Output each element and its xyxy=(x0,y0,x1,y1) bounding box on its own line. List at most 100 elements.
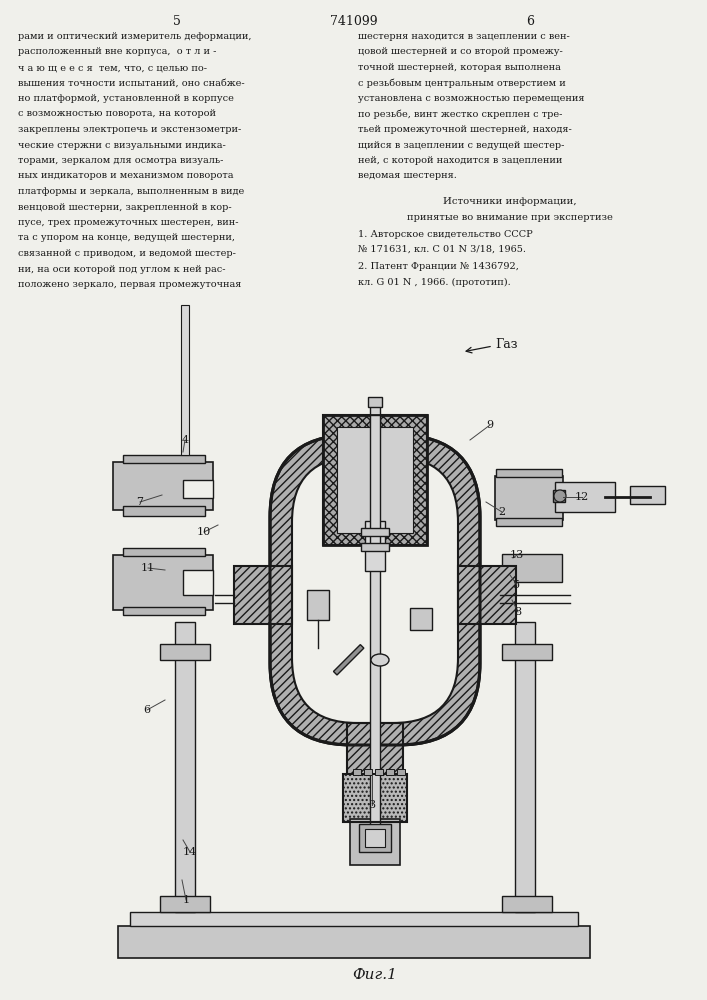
FancyBboxPatch shape xyxy=(292,457,458,723)
Text: ней, с которой находится в зацеплении: ней, с которой находится в зацеплении xyxy=(358,156,562,165)
Text: 11: 11 xyxy=(141,563,155,573)
Text: 13: 13 xyxy=(510,550,524,560)
Text: 8: 8 xyxy=(515,607,522,617)
Bar xyxy=(630,486,665,504)
Text: положено зеркало, первая промежуточная: положено зеркало, первая промежуточная xyxy=(18,280,241,289)
FancyBboxPatch shape xyxy=(270,435,480,745)
Text: закреплены электропечь и экстензометри-: закреплены электропечь и экстензометри- xyxy=(18,125,241,134)
Bar xyxy=(502,896,552,912)
Text: та с упором на конце, ведущей шестерни,: та с упором на конце, ведущей шестерни, xyxy=(18,233,235,242)
Text: 14: 14 xyxy=(183,847,197,857)
Text: ведомая шестерня.: ведомая шестерня. xyxy=(358,172,457,180)
Text: кл. G 01 N , 1966. (прототип).: кл. G 01 N , 1966. (прототип). xyxy=(358,278,510,287)
Text: связанной с приводом, и ведомой шестер-: связанной с приводом, и ведомой шестер- xyxy=(18,249,236,258)
Bar xyxy=(496,518,562,526)
Text: с резьбовым центральным отверстием и: с резьбовым центральным отверстием и xyxy=(358,79,566,88)
Bar xyxy=(123,455,205,463)
Text: пусе, трех промежуточных шестерен, вин-: пусе, трех промежуточных шестерен, вин- xyxy=(18,218,238,227)
Text: тьей промежуточной шестерней, находя-: тьей промежуточной шестерней, находя- xyxy=(358,125,572,134)
Bar xyxy=(397,769,405,775)
Text: 4: 4 xyxy=(182,435,189,445)
Ellipse shape xyxy=(554,490,566,502)
Bar xyxy=(234,566,292,624)
Bar xyxy=(368,397,382,407)
Bar xyxy=(370,405,380,830)
Bar xyxy=(183,570,213,595)
Text: принятые во внимание при экспертизе: принятые во внимание при экспертизе xyxy=(407,213,613,222)
Bar xyxy=(181,305,189,455)
Bar xyxy=(175,622,195,912)
Text: 10: 10 xyxy=(197,527,211,537)
Bar xyxy=(234,566,292,624)
Bar xyxy=(347,723,403,777)
Bar xyxy=(347,723,403,777)
Bar xyxy=(365,829,385,847)
Bar xyxy=(350,819,400,865)
Bar xyxy=(386,769,394,775)
Bar xyxy=(343,774,407,822)
Bar xyxy=(113,555,213,610)
Text: щийся в зацеплении с ведущей шестер-: щийся в зацеплении с ведущей шестер- xyxy=(358,140,564,149)
Bar xyxy=(123,548,205,556)
Text: 1: 1 xyxy=(182,895,189,905)
Text: 5: 5 xyxy=(513,580,520,590)
Bar xyxy=(160,644,210,660)
Bar xyxy=(365,521,385,571)
Text: точной шестерней, которая выполнена: точной шестерней, которая выполнена xyxy=(358,63,561,72)
Bar xyxy=(495,476,563,520)
Text: расположенный вне корпуса,  о т л и -: расположенный вне корпуса, о т л и - xyxy=(18,47,216,56)
Bar xyxy=(307,590,329,620)
Bar xyxy=(323,415,427,545)
Text: 2: 2 xyxy=(498,507,506,517)
Bar xyxy=(502,644,552,660)
Bar xyxy=(343,774,407,822)
Text: 2. Патент Франции № 1436792,: 2. Патент Франции № 1436792, xyxy=(358,262,519,271)
Text: Источники информации,: Источники информации, xyxy=(443,197,577,206)
Text: ч а ю щ е е с я  тем, что, с целью по-: ч а ю щ е е с я тем, что, с целью по- xyxy=(18,63,207,72)
Bar xyxy=(375,769,383,775)
Text: венцовой шестерни, закрепленной в кор-: венцовой шестерни, закрепленной в кор- xyxy=(18,202,232,212)
Bar xyxy=(123,607,205,615)
Bar xyxy=(123,506,205,516)
Bar xyxy=(361,543,389,551)
Text: по резьбе, винт жестко скреплен с тре-: по резьбе, винт жестко скреплен с тре- xyxy=(358,109,562,119)
Bar xyxy=(364,769,372,775)
Bar xyxy=(118,926,590,958)
Text: вышения точности испытаний, оно снабже-: вышения точности испытаний, оно снабже- xyxy=(18,79,245,88)
Text: 1. Авторское свидетельство СССР: 1. Авторское свидетельство СССР xyxy=(358,230,533,239)
Text: цовой шестерней и со второй промежу-: цовой шестерней и со второй промежу- xyxy=(358,47,563,56)
Text: ни, на оси которой под углом к ней рас-: ни, на оси которой под углом к ней рас- xyxy=(18,264,226,273)
Bar xyxy=(555,482,615,512)
Text: 5: 5 xyxy=(173,15,181,28)
Text: ных индикаторов и механизмом поворота: ных индикаторов и механизмом поворота xyxy=(18,172,233,180)
Bar xyxy=(458,566,516,624)
Text: торами, зеркалом для осмотра визуаль-: торами, зеркалом для осмотра визуаль- xyxy=(18,156,223,165)
Text: шестерня находится в зацеплении с вен-: шестерня находится в зацеплении с вен- xyxy=(358,32,570,41)
Text: 12: 12 xyxy=(575,492,589,502)
Text: но платформой, установленной в корпусе: но платформой, установленной в корпусе xyxy=(18,94,234,103)
Bar xyxy=(502,554,562,582)
Bar xyxy=(323,415,427,545)
Text: 6: 6 xyxy=(526,15,534,28)
Text: 741099: 741099 xyxy=(330,15,378,28)
Text: Газ: Газ xyxy=(495,338,518,352)
Text: платформы и зеркала, выполненным в виде: платформы и зеркала, выполненным в виде xyxy=(18,187,244,196)
Text: ческие стержни с визуальными индика-: ческие стержни с визуальными индика- xyxy=(18,140,226,149)
Bar xyxy=(361,528,389,536)
Bar xyxy=(337,427,413,533)
Text: 9: 9 xyxy=(486,420,493,430)
Bar xyxy=(359,824,391,852)
Bar xyxy=(183,480,213,498)
Ellipse shape xyxy=(371,654,389,666)
Bar xyxy=(458,566,516,624)
Bar xyxy=(113,462,213,510)
Bar xyxy=(353,769,361,775)
Bar xyxy=(496,469,562,477)
Polygon shape xyxy=(334,645,364,675)
Bar xyxy=(515,622,535,912)
Text: 6: 6 xyxy=(144,705,151,715)
Text: Фиг.1: Фиг.1 xyxy=(353,968,397,982)
Text: 3: 3 xyxy=(368,800,375,810)
Text: установлена с возможностью перемещения: установлена с возможностью перемещения xyxy=(358,94,585,103)
Bar xyxy=(410,608,432,630)
